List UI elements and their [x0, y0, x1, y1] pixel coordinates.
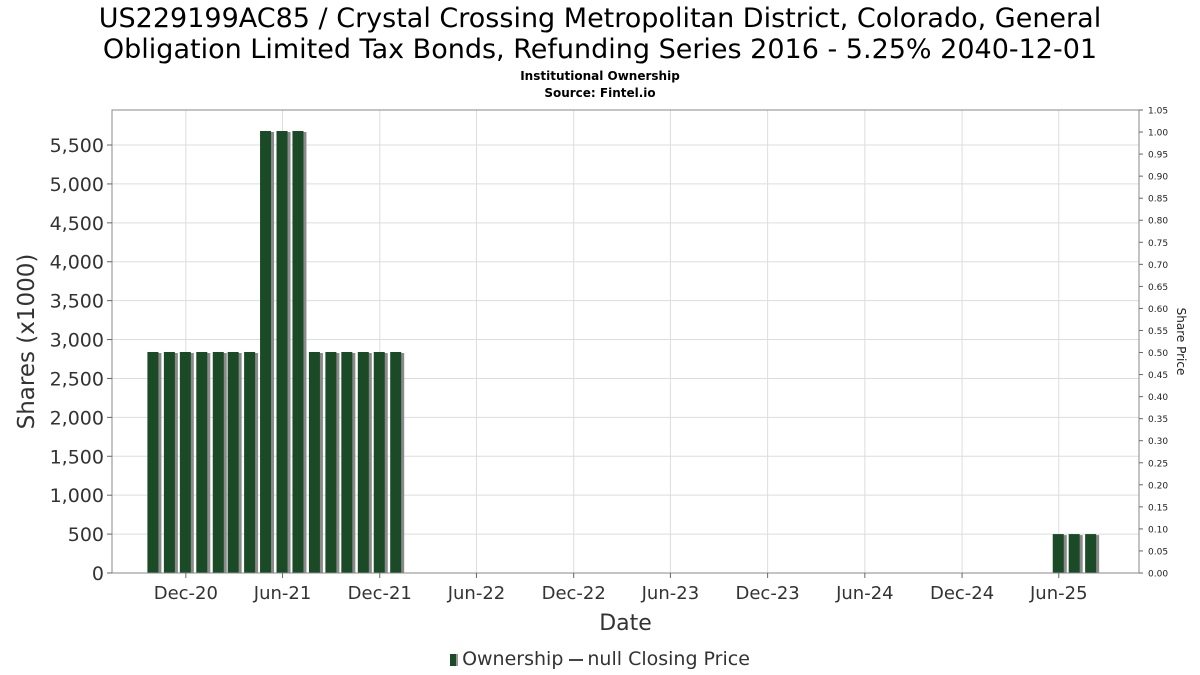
y2-tick-label: 0.30 [1148, 437, 1168, 447]
y2-tick-label: 0.00 [1148, 570, 1168, 580]
legend-closing-price: null Closing Price [587, 648, 750, 670]
y2-tick-label: 0.60 [1148, 305, 1168, 315]
y2-tick-label: 1.00 [1148, 129, 1168, 139]
y-tick-label: 500 [68, 524, 104, 546]
chart-subtitle: Institutional Ownership [520, 69, 680, 83]
y2-tick-label: 0.50 [1148, 349, 1168, 359]
x-tick-label: Dec-23 [736, 583, 800, 604]
y-tick-label: 1,500 [50, 446, 104, 468]
legend-ownership: Ownership [462, 648, 564, 670]
y2-tick-label: 0.25 [1148, 459, 1168, 469]
y-tick-label: 5,500 [50, 135, 104, 157]
y-tick-label: 1,000 [50, 485, 104, 507]
y2-tick-label: 0.80 [1148, 217, 1168, 227]
ownership-bar [308, 352, 320, 573]
y2-tick-label: 1.05 [1148, 107, 1168, 117]
ownership-bar [163, 352, 175, 573]
ownership-bar [227, 352, 239, 573]
ownership-bar [179, 352, 191, 573]
ownership-legend-swatch [450, 653, 459, 666]
chart-title-line-2: Obligation Limited Tax Bonds, Refunding … [102, 34, 1098, 65]
y2-tick-label: 0.75 [1148, 239, 1168, 249]
x-tick-label: Jun-21 [253, 583, 312, 604]
ownership-chart: 0 500 1,000 1,500 2,000 2,500 3,000 3,500 4,000 4… [14, 107, 1188, 637]
ownership-bar [276, 131, 288, 574]
y2-tick-label: 0.65 [1148, 283, 1168, 293]
y2-tick-label: 0.20 [1148, 481, 1168, 491]
ownership-bar [196, 352, 208, 573]
plot-frame [111, 109, 1140, 574]
ownership-bar [1052, 534, 1064, 573]
y2-tick-label: 0.70 [1148, 261, 1168, 271]
ownership-bar [147, 352, 159, 573]
y-tick-label: 3,000 [50, 330, 104, 352]
chart-source: Source: Fintel.io [544, 86, 656, 100]
y-tick-label: 3,500 [50, 291, 104, 313]
x-tick-label: Jun-25 [1029, 583, 1088, 604]
ownership-bar [357, 352, 369, 573]
y2-tick-label: 0.85 [1148, 195, 1168, 205]
y-tick-label: 2,000 [50, 407, 104, 429]
y2-tick-label: 0.35 [1148, 415, 1168, 425]
y2-tick-label: 0.10 [1148, 525, 1168, 535]
x-axis: Dec-20 Jun-21 Dec-21 Jun-22 Dec-22 Jun-23 Dec-… [154, 573, 1088, 604]
closing-price-legend-line [569, 658, 584, 661]
y-tick-label: 4,000 [50, 252, 104, 274]
ownership-bar [292, 131, 304, 574]
ownership-bar [212, 352, 224, 573]
y2-tick-label: 0.40 [1148, 393, 1168, 403]
ownership-bar [325, 352, 337, 573]
y2-axis-label: Share Price [1174, 308, 1188, 376]
x-tick-label: Dec-21 [348, 583, 412, 604]
y-tick-label: 5,000 [50, 174, 104, 196]
y2-tick-label: 0.90 [1148, 173, 1168, 183]
ownership-bar [1085, 534, 1097, 573]
y2-tick-label: 0.05 [1148, 547, 1168, 557]
ownership-bar [341, 352, 353, 573]
x-tick-label: Jun-23 [641, 583, 700, 604]
ownership-bar [1068, 534, 1080, 573]
y-axis-label: Shares (x1000) [14, 254, 40, 430]
chart-title-line-1: US229199AC85 / Crystal Crossing Metropol… [98, 3, 1102, 34]
ownership-bar [244, 352, 256, 573]
bars [147, 131, 1100, 574]
x-tick-label: Jun-24 [835, 583, 894, 604]
x-axis-label: Date [599, 611, 652, 636]
x-tick-label: Dec-24 [930, 583, 994, 604]
ownership-bar [390, 352, 402, 573]
y-axis: 0 500 1,000 1,500 2,000 2,500 3,000 3,500 4,000 4… [50, 135, 112, 585]
y-tick-label: 2,500 [50, 368, 104, 390]
y-tick-label: 4,500 [50, 213, 104, 235]
ownership-bar [373, 352, 385, 573]
y2-tick-label: 0.45 [1148, 371, 1168, 381]
y2-tick-label: 0.15 [1148, 503, 1168, 513]
y-tick-label: 0 [92, 563, 104, 585]
x-tick-label: Dec-20 [154, 583, 218, 604]
x-tick-label: Dec-22 [542, 583, 606, 604]
x-tick-label: Jun-22 [447, 583, 506, 604]
y2-tick-label: 0.55 [1148, 327, 1168, 337]
y2-axis: 0.00 0.05 0.10 0.15 0.20 0.25 0.30 0.35 0.40 0.45… [1139, 107, 1168, 580]
legend: Ownership null Closing Price [0, 648, 1200, 670]
ownership-bar [260, 131, 272, 574]
y2-tick-label: 0.95 [1148, 151, 1168, 161]
